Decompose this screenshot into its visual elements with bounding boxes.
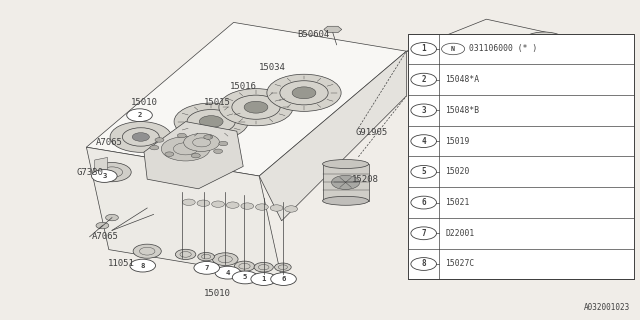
Circle shape: [215, 266, 241, 279]
Circle shape: [212, 201, 225, 207]
Circle shape: [92, 170, 117, 182]
Circle shape: [106, 214, 118, 221]
Circle shape: [244, 101, 268, 113]
Circle shape: [481, 36, 543, 67]
Circle shape: [219, 89, 293, 126]
Text: 1: 1: [262, 276, 266, 282]
Circle shape: [184, 133, 220, 151]
Circle shape: [174, 103, 248, 140]
Text: A7065: A7065: [92, 232, 119, 241]
Circle shape: [520, 32, 568, 56]
Circle shape: [241, 203, 253, 209]
Circle shape: [130, 259, 156, 272]
Text: 1: 1: [421, 44, 426, 53]
Text: 15015: 15015: [204, 98, 231, 107]
Text: B50604: B50604: [298, 30, 330, 39]
Circle shape: [198, 252, 214, 261]
Circle shape: [177, 133, 186, 138]
Bar: [323, 164, 369, 201]
Circle shape: [251, 273, 276, 285]
Text: 15021: 15021: [445, 198, 470, 207]
Circle shape: [270, 205, 283, 211]
Circle shape: [504, 47, 520, 55]
Text: 15016: 15016: [230, 82, 257, 91]
Circle shape: [194, 261, 220, 274]
Circle shape: [538, 41, 550, 47]
Text: 4: 4: [421, 137, 426, 146]
Text: 6: 6: [421, 198, 426, 207]
Circle shape: [275, 263, 291, 271]
Circle shape: [93, 163, 131, 182]
Circle shape: [292, 87, 316, 99]
Circle shape: [204, 135, 212, 139]
Circle shape: [132, 133, 149, 141]
Text: 5: 5: [421, 167, 426, 176]
Polygon shape: [324, 26, 342, 33]
Circle shape: [161, 137, 210, 161]
Text: 6: 6: [282, 276, 285, 282]
Text: 15048*B: 15048*B: [445, 106, 479, 115]
Circle shape: [96, 222, 109, 229]
Circle shape: [175, 249, 196, 260]
Polygon shape: [86, 147, 282, 278]
Text: 15034: 15034: [259, 63, 285, 72]
Circle shape: [214, 149, 223, 154]
Text: 4: 4: [226, 270, 230, 276]
Circle shape: [227, 202, 239, 208]
Ellipse shape: [323, 159, 369, 168]
Text: 7: 7: [205, 265, 209, 271]
Circle shape: [267, 74, 341, 111]
Text: 7: 7: [421, 229, 426, 238]
Text: A7065: A7065: [95, 138, 122, 147]
Circle shape: [232, 271, 258, 284]
Circle shape: [255, 204, 268, 210]
Text: D22001: D22001: [445, 229, 475, 238]
Polygon shape: [506, 42, 589, 109]
Circle shape: [197, 200, 210, 206]
Text: N: N: [451, 46, 455, 52]
Circle shape: [110, 122, 172, 152]
Ellipse shape: [323, 196, 369, 205]
Circle shape: [254, 262, 273, 272]
Text: 3: 3: [102, 173, 106, 179]
Circle shape: [191, 153, 200, 158]
Text: 15208: 15208: [351, 175, 378, 184]
Text: 15019: 15019: [445, 137, 470, 146]
Circle shape: [271, 273, 296, 285]
Text: 8: 8: [141, 263, 145, 268]
Text: 2: 2: [138, 112, 141, 118]
Text: G7330: G7330: [76, 168, 103, 177]
Circle shape: [285, 206, 298, 212]
Text: 3: 3: [421, 106, 426, 115]
Polygon shape: [86, 22, 406, 176]
Circle shape: [155, 138, 164, 142]
Bar: [408, 34, 634, 279]
Circle shape: [234, 261, 255, 271]
Polygon shape: [406, 19, 589, 74]
Circle shape: [212, 253, 238, 266]
Circle shape: [219, 141, 228, 146]
Text: 15010: 15010: [204, 289, 231, 298]
Polygon shape: [144, 122, 243, 189]
Text: 031106000 (* ): 031106000 (* ): [469, 44, 538, 53]
Circle shape: [182, 199, 195, 205]
Text: 2: 2: [421, 75, 426, 84]
Text: 5: 5: [243, 275, 247, 280]
Circle shape: [127, 109, 152, 122]
Text: 15010: 15010: [131, 98, 157, 107]
Circle shape: [150, 145, 159, 150]
Text: 15027C: 15027C: [445, 260, 475, 268]
Circle shape: [199, 116, 223, 128]
Text: 15020: 15020: [445, 167, 470, 176]
Polygon shape: [95, 157, 108, 176]
Text: 15048*A: 15048*A: [445, 75, 479, 84]
Text: 8: 8: [421, 260, 426, 268]
Circle shape: [332, 175, 360, 189]
Polygon shape: [259, 51, 406, 221]
Text: 11051: 11051: [108, 259, 135, 268]
Text: G91905: G91905: [355, 128, 387, 137]
Circle shape: [165, 152, 174, 156]
Circle shape: [133, 244, 161, 258]
Text: A032001023: A032001023: [584, 303, 630, 312]
